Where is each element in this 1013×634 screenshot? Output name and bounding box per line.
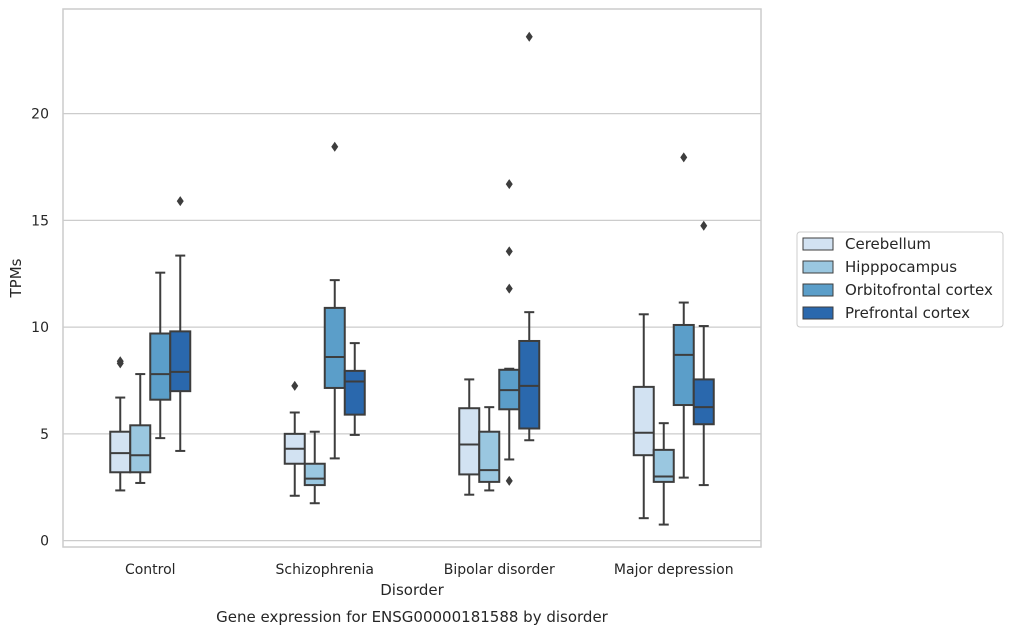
box-2-2 [498, 179, 521, 486]
plot-frame [62, 8, 762, 548]
box-iqr [109, 430, 132, 474]
box-1-2 [478, 406, 501, 492]
box-iqr [672, 323, 695, 407]
y-tick-label: 10 [31, 320, 49, 336]
outlier-point [700, 220, 708, 231]
outlier-point [680, 152, 688, 163]
box-iqr [632, 385, 655, 457]
legend-frame [796, 231, 1004, 328]
outlier-point [116, 356, 124, 367]
legend-entry-label: Prefrontal cortex [845, 304, 970, 322]
box-iqr [652, 448, 675, 483]
boxes [109, 31, 715, 526]
box-2-3 [672, 152, 695, 479]
y-axis-label: TPMs [7, 258, 25, 298]
y-axis-ticks: 0 5 10 15 20 [31, 107, 49, 550]
box-iqr [129, 424, 152, 474]
outlier-point [331, 141, 339, 152]
box-1-1 [303, 430, 326, 505]
box-0-0 [109, 356, 132, 492]
box-iqr [518, 339, 541, 430]
box-iqr [323, 306, 346, 389]
y-tick-label: 0 [40, 534, 49, 550]
x-tick-label: Schizophrenia [276, 562, 374, 578]
box-2-1 [323, 141, 346, 460]
box-iqr [303, 462, 326, 487]
x-tick-label: Bipolar disorder [444, 562, 555, 578]
legend-swatch [802, 237, 834, 251]
outlier-point [505, 283, 513, 294]
x-tick-label: Control [125, 562, 176, 578]
box-3-3 [692, 220, 715, 487]
outlier-point [176, 196, 184, 207]
legend-swatch [802, 306, 834, 320]
box-1-3 [652, 422, 675, 526]
legend-entry-label: Orbitofrontal cortex [845, 281, 993, 299]
box-iqr [169, 330, 192, 393]
box-iqr [692, 378, 715, 426]
legend-entry-label: Hipppocampus [845, 258, 957, 276]
legend-swatch [802, 260, 834, 274]
x-axis-label: Disorder [380, 581, 444, 599]
x-tick-label: Major depression [614, 562, 734, 578]
box-3-1 [343, 342, 366, 436]
y-tick-label: 20 [31, 107, 49, 123]
outlier-point [505, 179, 513, 190]
legend-swatch [802, 283, 834, 297]
legend: Cerebellum Hipppocampus Orbitofrontal cort… [796, 231, 1004, 328]
legend-entry-label: Cerebellum [845, 235, 931, 253]
outlier-point [291, 380, 299, 391]
y-tick-label: 15 [31, 213, 49, 229]
y-tick-label: 5 [40, 427, 49, 443]
box-3-2 [518, 31, 541, 442]
box-0-3 [632, 313, 655, 520]
box-iqr [149, 332, 172, 401]
outlier-point [505, 246, 513, 257]
box-iqr [343, 369, 366, 416]
box-1-0 [129, 373, 152, 484]
box-0-2 [458, 378, 481, 496]
outlier-point [525, 31, 533, 42]
box-3-0 [169, 196, 192, 452]
box-2-0 [149, 271, 172, 440]
outlier-point [505, 475, 513, 486]
box-0-1 [283, 380, 306, 497]
box-iqr [458, 407, 481, 476]
chart-title: Gene expression for ENSG00000181588 by d… [216, 608, 609, 626]
box-iqr [478, 430, 501, 483]
x-axis-ticks: Control Schizophrenia Bipolar disorder Majo… [125, 562, 734, 578]
